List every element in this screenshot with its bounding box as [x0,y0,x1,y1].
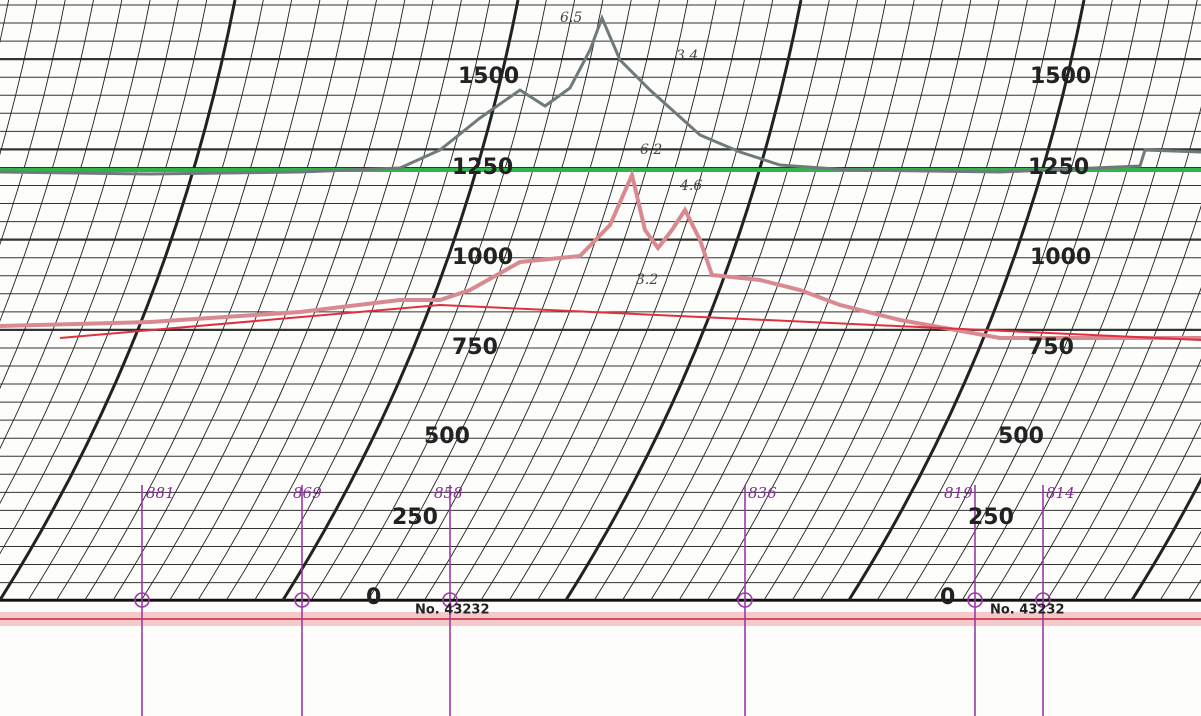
scale-label: 250 [968,505,1014,530]
time-arc [0,0,38,156]
time-arc [452,0,689,601]
time-arc [0,0,123,390]
time-arc [564,0,803,601]
station-circle [967,592,983,608]
station-mark: 836 [748,484,777,502]
station-mark: 858 [434,484,463,502]
station-circle [442,592,458,608]
station-circle [134,592,150,608]
station-circle [737,592,753,608]
time-arc [0,0,208,555]
time-arc [820,0,1057,601]
time-arc [281,0,520,601]
time-arc [197,0,434,601]
time-arc [310,0,547,601]
time-arc [537,0,774,601]
scale-label: 500 [424,424,470,449]
time-arc [141,0,377,601]
time-arc [933,0,1170,601]
scale-label: 250 [392,505,438,530]
time-arc [226,0,462,601]
time-arc [905,0,1142,601]
time-arc [1130,476,1201,601]
station-lines [134,485,1051,716]
serial-number: No. 43232 [415,603,490,618]
scale-label: 1250 [1028,155,1089,180]
time-arc [0,0,66,246]
time-arc [0,0,151,450]
time-arc [339,0,576,601]
station-mark: 881 [146,484,175,502]
time-arc [678,0,915,601]
time-arc [593,0,830,601]
time-arc [990,106,1201,601]
peak-note: 3.2 [636,272,658,288]
time-arc [1018,204,1201,601]
trace-red [0,168,1201,340]
station-mark: 819 [944,484,973,502]
station-mark: 814 [1046,484,1075,502]
peak-note: 6.2 [640,142,662,158]
serial-number: No. 43232 [990,603,1065,618]
scale-label: 1000 [452,245,513,270]
time-arc [707,0,943,601]
time-arc [763,0,1000,601]
time-arc [1103,421,1201,601]
time-arc [961,0,1198,601]
scale-label: 0 [366,585,381,610]
scale-label: 1250 [452,155,513,180]
trace-grey [0,13,1201,176]
peak-note: 3.4 [676,48,698,64]
station-circle [1035,592,1051,608]
station-circle [294,592,310,608]
time-arc [0,0,94,322]
time-arc [1046,287,1201,601]
scale-label: 1500 [1030,64,1091,89]
peak-note: 6.5 [560,10,582,26]
station-mark: 869 [293,484,322,502]
peak-note: 4.6 [679,178,702,194]
scale-label: 750 [1028,335,1074,360]
time-arc [0,0,237,601]
time-arc [792,0,1028,601]
scale-label: 750 [452,335,498,360]
time-arc [650,0,887,601]
scale-label: 500 [998,424,1044,449]
time-arc [56,0,293,601]
time-arc [367,0,604,601]
time-arc [395,0,632,601]
time-arc [254,0,491,601]
time-arc [27,0,264,601]
scale-label: 0 [940,585,955,610]
scale-label: 1500 [458,64,519,89]
reference-line [59,303,1201,341]
time-arc [0,0,179,504]
scale-label: 1000 [1030,245,1091,270]
time-arc [480,0,717,601]
time-arc [876,0,1113,601]
time-arc [622,0,859,601]
time-arc [847,0,1086,601]
time-arc [1075,358,1201,601]
time-arc [424,0,660,601]
